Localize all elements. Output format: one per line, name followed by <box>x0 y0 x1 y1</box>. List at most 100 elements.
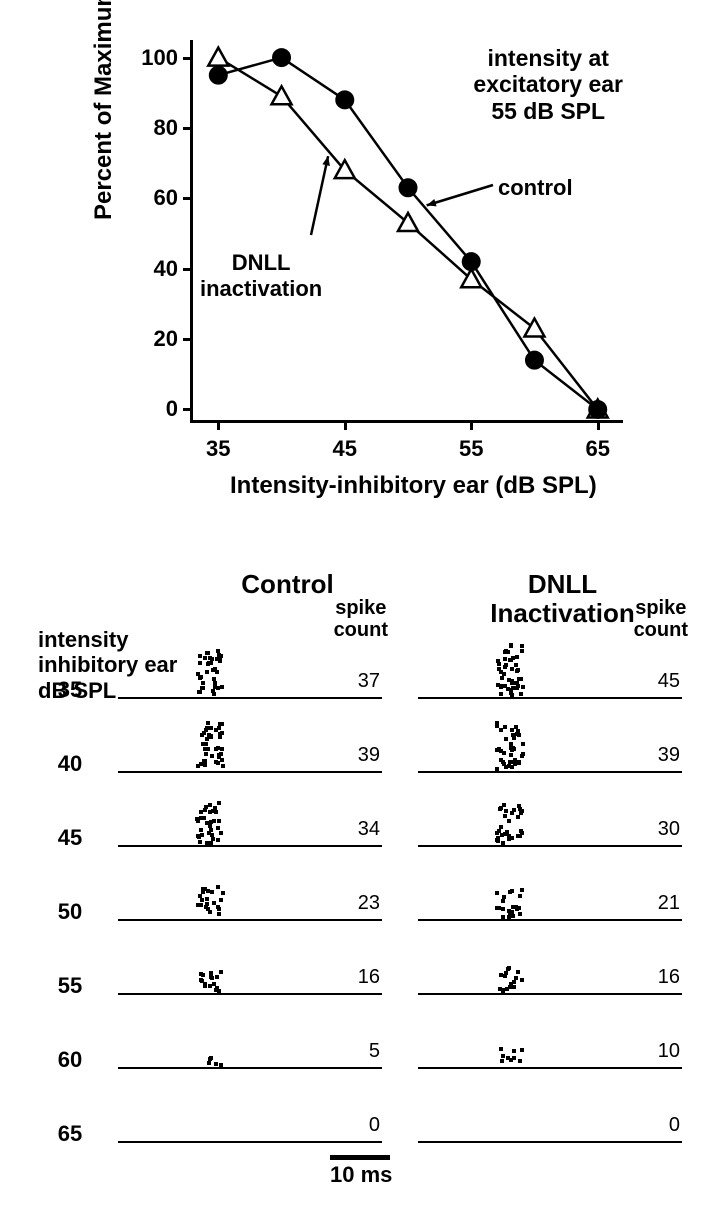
spike-dot <box>220 758 224 762</box>
spike-dot <box>502 751 506 755</box>
baseline <box>418 993 682 995</box>
spike-dot <box>502 895 506 899</box>
control-cell: 23 <box>108 859 392 929</box>
y-tick-label: 0 <box>138 396 178 422</box>
spike-count: 45 <box>658 670 680 693</box>
spike-dot <box>216 838 220 842</box>
spike-dot <box>511 656 515 660</box>
y-tick <box>183 338 193 341</box>
raster-section: Control DNLL Inactivation intensity inhi… <box>20 570 700 1188</box>
y-axis-label: Percent of Maximum Response <box>90 0 118 220</box>
raster-row: 551616 <box>20 933 700 1003</box>
x-tick-label: 65 <box>585 436 609 462</box>
spike-dot <box>499 692 503 696</box>
spike-dot <box>205 737 209 741</box>
spike-dot <box>510 765 514 769</box>
spike-dot <box>519 811 523 815</box>
spike-dot <box>198 654 202 658</box>
spike-dot <box>219 970 223 974</box>
spike-dot <box>516 668 520 672</box>
spike-dot <box>509 742 513 746</box>
y-tick-label: 60 <box>138 185 178 211</box>
baseline <box>418 697 682 699</box>
dnll-header-line: Inactivation <box>490 598 634 628</box>
spike-count: 10 <box>658 1040 680 1063</box>
spike-dot <box>503 814 507 818</box>
baseline <box>118 1067 382 1069</box>
spike-count: 23 <box>358 892 380 915</box>
spike-dot <box>201 686 205 690</box>
spike-dot <box>510 681 514 685</box>
spike-dot <box>518 894 522 898</box>
intensity-label-line: dB SPL <box>38 678 116 703</box>
baseline <box>118 993 382 995</box>
spike-count: 0 <box>669 1114 680 1137</box>
dnll-cell: 30 <box>408 785 692 855</box>
spike-dot <box>509 753 513 757</box>
spike-dot <box>517 804 521 808</box>
spike-dot <box>200 898 204 902</box>
spike-count-header: spikecount <box>334 597 388 641</box>
x-tick-label: 55 <box>459 436 483 462</box>
spike-dot <box>210 833 214 837</box>
scale-text: 10 ms <box>330 1162 400 1188</box>
spike-dot <box>213 685 217 689</box>
control-cell: 5 <box>108 1007 392 1077</box>
spike-count: 39 <box>658 744 680 767</box>
spike-count: 0 <box>369 1114 380 1137</box>
spike-dot <box>502 803 506 807</box>
spike-dot <box>219 1063 223 1067</box>
spike-dot <box>514 681 518 685</box>
spike-dot <box>219 831 223 835</box>
x-axis-label: Intensity-inhibitory ear (dB SPL) <box>230 472 597 500</box>
spike-dot <box>518 1059 522 1063</box>
baseline <box>118 1141 382 1143</box>
spike-dot <box>511 914 515 918</box>
spike-dot <box>520 644 524 648</box>
spike-dot <box>217 819 221 823</box>
spike-dot <box>208 803 212 807</box>
dnll-cell: spikecount45 <box>408 637 692 707</box>
spike-count: 16 <box>358 966 380 989</box>
spike-dot <box>501 1054 505 1058</box>
spike-dot <box>216 885 220 889</box>
spike-dot <box>205 651 209 655</box>
spike-dot <box>214 1062 218 1066</box>
spike-dot <box>216 826 220 830</box>
spike-dot <box>198 840 202 844</box>
spike-dot <box>206 747 210 751</box>
spike-dot <box>519 677 523 681</box>
spike-dot <box>203 656 207 660</box>
spike-dot <box>201 973 205 977</box>
spike-dot <box>512 747 516 751</box>
baseline <box>418 919 682 921</box>
baseline <box>118 771 382 773</box>
spike-dot <box>510 667 514 671</box>
control-cell: spikecount37 <box>108 637 392 707</box>
spike-dot <box>199 810 203 814</box>
spike-dot <box>206 721 210 725</box>
plot-area: intensity at excitatory ear 55 dB SPL 02… <box>190 40 623 423</box>
spike-dot <box>500 676 504 680</box>
spike-dot <box>501 899 505 903</box>
spike-dot <box>503 657 507 661</box>
spike-dot <box>199 762 203 766</box>
spike-dot <box>209 726 213 730</box>
spike-count-header: spikecount <box>634 597 688 641</box>
spike-dot <box>204 752 208 756</box>
dnll-label-line: DNLL <box>232 250 291 275</box>
spike-dot <box>507 837 511 841</box>
spike-count: 34 <box>358 818 380 841</box>
x-tick <box>470 420 473 430</box>
spike-dot <box>520 1048 524 1052</box>
spike-count: 37 <box>358 670 380 693</box>
y-tick-label: 20 <box>138 326 178 352</box>
y-tick <box>183 197 193 200</box>
spike-dot <box>220 685 224 689</box>
spike-dot <box>220 722 224 726</box>
spike-dot <box>509 691 513 695</box>
dnll-header-line: DNLL <box>528 569 597 599</box>
spike-dot <box>503 725 507 729</box>
spike-dot <box>221 764 225 768</box>
title-line: 55 dB SPL <box>491 98 605 124</box>
